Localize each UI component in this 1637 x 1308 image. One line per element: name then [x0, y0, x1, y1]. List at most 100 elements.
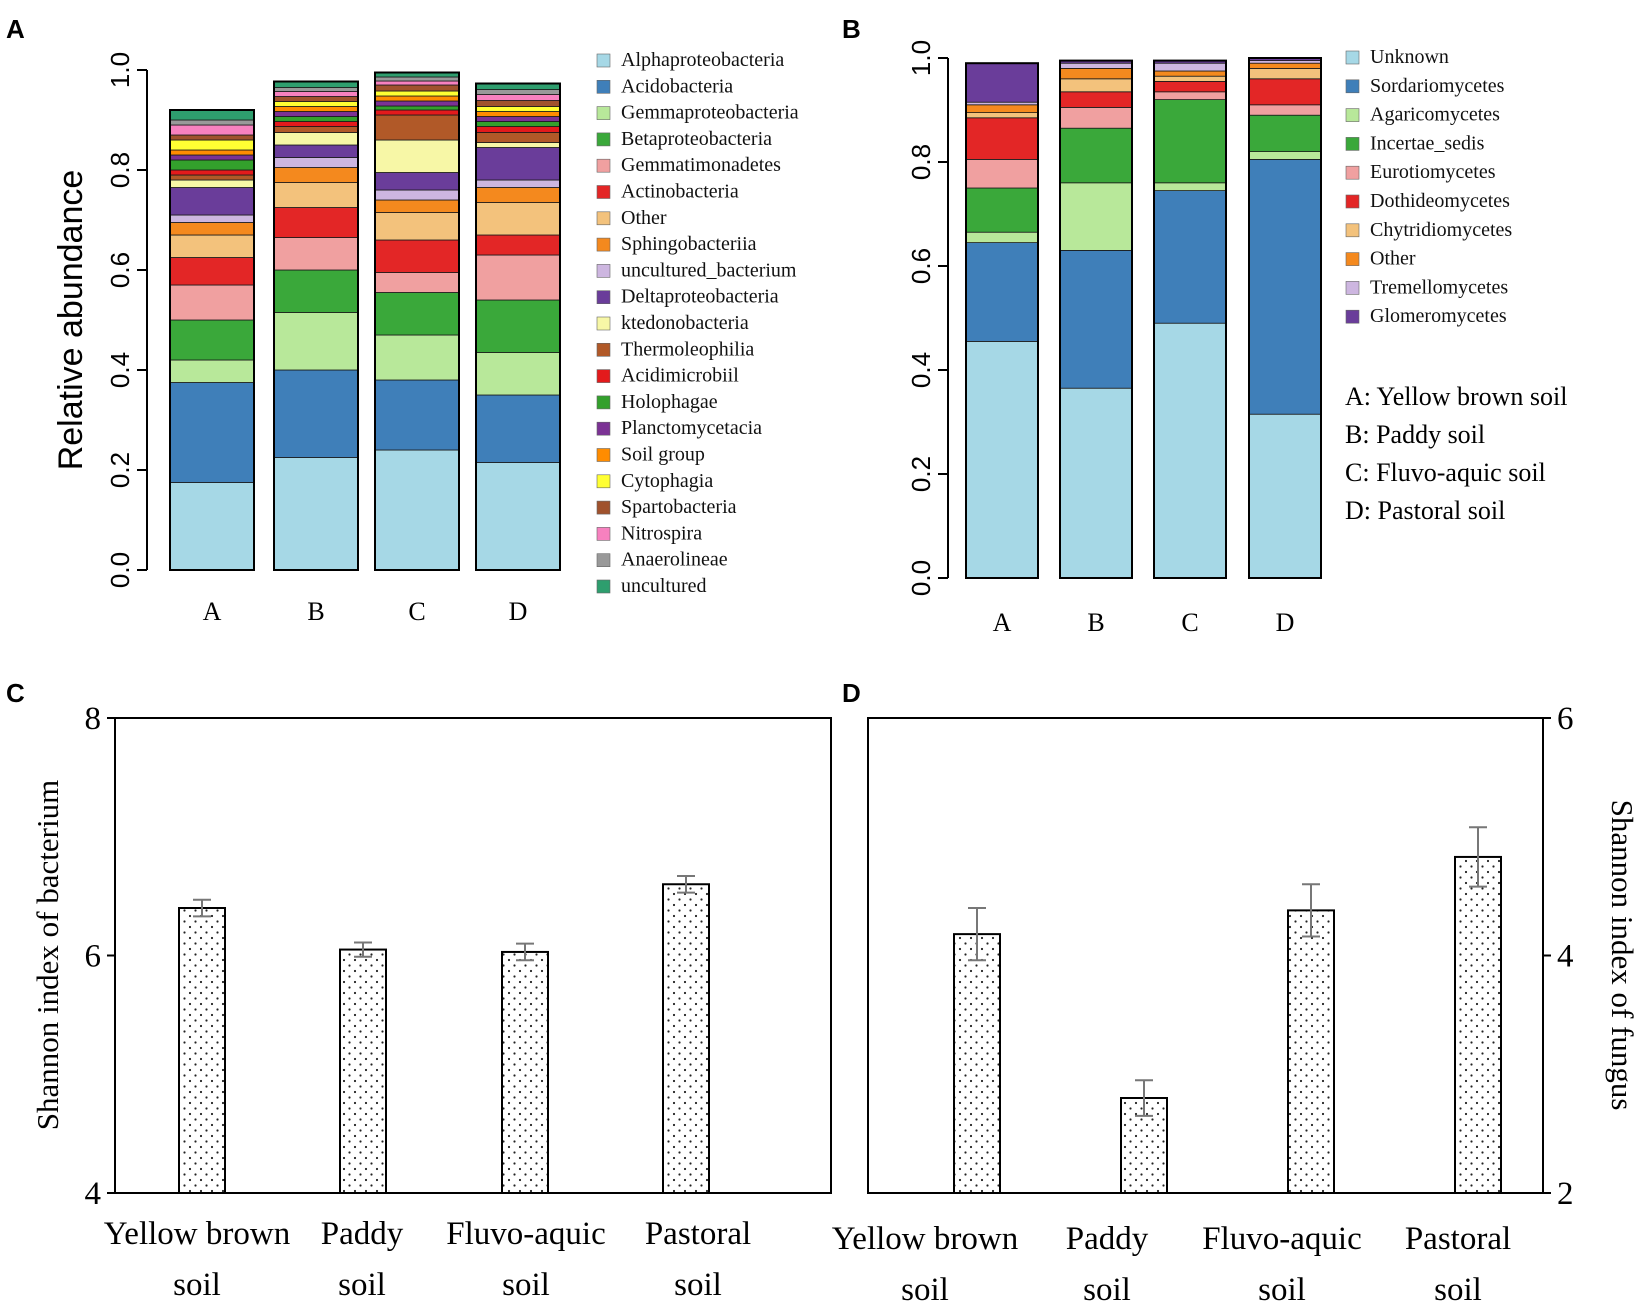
bar-segment-tremellomycetes	[1153, 62, 1227, 72]
bar-segment-chytridiomycetes	[965, 112, 1039, 119]
legend-swatch-sordariomycetes	[1345, 79, 1360, 94]
panel-label-d: D	[842, 678, 861, 708]
panel-label-b: B	[842, 14, 861, 44]
panel-d-x-ticks: Yellow brown soil Paddy soil Fluvo-aquic soil…	[832, 1221, 1511, 1308]
legend-label-gemmaproteobacteria: Gemmaproteobacteria	[621, 102, 799, 124]
bar-segment-acidobacteria	[475, 394, 561, 463]
bar-segment-soil-group	[273, 106, 359, 112]
bar-segment-planctomycetacia	[475, 116, 561, 122]
x-tick-label-line1: Fluvo-aquic	[446, 1216, 605, 1252]
bar-segment-spartobacteria	[475, 100, 561, 107]
bar-segment-cytophagia	[374, 90, 460, 97]
bar-segment-betaproteobacteria	[475, 299, 561, 353]
bar-segment-holophagae	[169, 159, 255, 171]
bar-segment-eurotiomycetes	[1248, 104, 1322, 116]
bar-segment-actinobacteria	[273, 207, 359, 238]
bar-segment-nitrospira	[374, 80, 460, 86]
legend-swatch-holophagae	[596, 395, 611, 410]
panel-b-chart: 0.0 0.2 0.4 0.6 0.8 1.0 A B C D Unknown Sordariom…	[906, 40, 1567, 637]
y-tick-label: 1.0	[906, 40, 936, 76]
legend-swatch-betaproteobacteria	[596, 132, 611, 147]
legend-label-other: Other	[621, 207, 667, 229]
y-tick-label: 4	[85, 1176, 102, 1212]
y-tick-label: 0.4	[105, 352, 135, 388]
bar-segment-sphingobacteriia	[475, 187, 561, 203]
legend-swatch-gemmaproteobacteria	[596, 106, 611, 120]
x-tick-label-line2: soil	[1258, 1272, 1306, 1308]
x-tick-label-line1: Pastoral	[645, 1216, 751, 1252]
x-tick-label-line2: soil	[502, 1267, 550, 1303]
panel-c-bars	[178, 874, 710, 1194]
legend-swatch-actinobacteria	[596, 185, 611, 199]
panel-a-bars	[169, 71, 561, 571]
legend-label-acidimicrobiil: Acidimicrobiil	[621, 365, 739, 387]
bar-segment-ktedonobacteria	[374, 139, 460, 173]
bar-outline-c	[1153, 59, 1227, 580]
bar-segment-uncultured-bacterium	[169, 214, 255, 223]
legend-label-dothideomycetes: Dothideomycetes	[1370, 190, 1510, 212]
bar-segment-gemmatimonadetes	[273, 237, 359, 271]
y-tick-label: 8	[85, 701, 102, 737]
bar-segment-unknown	[965, 340, 1039, 579]
bar-segment-alphaproteobacteria	[475, 462, 561, 571]
legend-label-unknown: Unknown	[1370, 46, 1449, 68]
legend-label-eurotiomycetes: Eurotiomycetes	[1370, 161, 1496, 183]
bar-segment-alphaproteobacteria	[374, 449, 460, 571]
bar-segment-gemmatimonadetes	[374, 272, 460, 293]
bar-segment-sphingobacteriia	[374, 199, 460, 213]
bar-segment-gemmaproteobacteria	[169, 359, 255, 383]
legend-swatch-acidobacteria	[596, 80, 611, 94]
bar-segment-ktedonobacteria	[273, 132, 359, 146]
bar-segment-gemmaproteobacteria	[475, 352, 561, 396]
bar-segment-ktedonobacteria	[169, 179, 255, 188]
bar-segment-betaproteobacteria	[273, 269, 359, 313]
bar-segment-anaerolineae	[273, 87, 359, 92]
bar-segment-eurotiomycetes	[965, 158, 1039, 189]
bar-segment-anaerolineae	[169, 119, 255, 126]
x-tick-label-line2: soil	[1434, 1272, 1482, 1308]
legend-swatch-other	[596, 211, 611, 226]
x-tick-label-line2: soil	[1083, 1272, 1131, 1308]
x-tick-label-line1: Pastoral	[1405, 1221, 1511, 1257]
panel-c-chart: Shannon index of bacterium 4 6 8 Yellow br…	[30, 701, 832, 1303]
panel-c-x-ticks: Yellow brown soil Paddy soil Fluvo-aquic soil…	[104, 1216, 751, 1303]
bar-segment-acidobacteria	[374, 379, 460, 451]
bar-segment-eurotiomycetes	[1059, 107, 1133, 129]
bar-segment-deltaproteobacteria	[169, 187, 255, 216]
bar-segment-unknown	[1248, 413, 1322, 579]
legend-label-deltaproteobacteria: Deltaproteobacteria	[621, 286, 779, 308]
bar-segment-eurotiomycetes	[1153, 91, 1227, 101]
bar-segment-deltaproteobacteria	[273, 144, 359, 158]
bar-segment-unknown	[1153, 322, 1227, 579]
bar-outline-a	[169, 109, 255, 571]
legend-label-sphingobacteriia: Sphingobacteriia	[621, 233, 757, 255]
bar-segment-soil-group	[169, 149, 255, 156]
bar-yellow-brown-soil	[178, 907, 226, 1194]
y-tick-label: 0.0	[906, 560, 936, 596]
y-tick-label: 0.6	[105, 252, 135, 288]
bar-segment-nitrospira	[475, 94, 561, 101]
bar-outline-b	[1059, 59, 1133, 580]
bar-segment-other	[475, 202, 561, 236]
bar-segment-acidobacteria	[273, 369, 359, 458]
y-tick-label: 1.0	[105, 52, 135, 88]
legend-swatch-alphaproteobacteria	[596, 53, 611, 68]
bar-segment-actinobacteria	[475, 234, 561, 256]
bar-segment-spartobacteria	[169, 134, 255, 141]
bar-segment-uncultured-bacterium	[374, 189, 460, 201]
x-tick-label-line2: soil	[173, 1267, 221, 1303]
bar-segment-gemmatimonadetes	[475, 254, 561, 301]
bar-segment-cytophagia	[475, 106, 561, 112]
panel-b-legend: Unknown Sordariomycetes Agaricomycetes Ince…	[1345, 46, 1512, 327]
legend-swatch-thermoleophilia	[596, 342, 611, 357]
bar-segment-sphingobacteriia	[273, 167, 359, 183]
bar-pastoral-soil	[1454, 855, 1502, 1194]
panel-d-chart: Shannon index of fungus 2 4 6 Yellow brown…	[832, 701, 1637, 1308]
bar-segment-alphaproteobacteria	[273, 457, 359, 571]
panel-a-y-axis-label: Relative abundance	[52, 170, 90, 471]
bar-segment-spartobacteria	[374, 84, 460, 92]
legend-swatch-planctomycetacia	[596, 421, 611, 436]
bar-segment-holophagae	[475, 121, 561, 127]
x-tick-label: B	[307, 597, 324, 626]
